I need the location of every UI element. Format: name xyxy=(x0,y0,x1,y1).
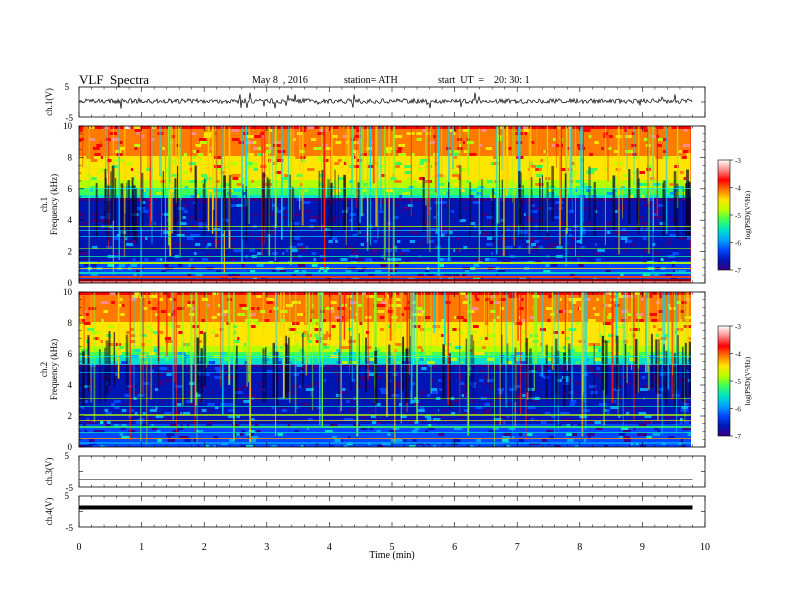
ch1-spectrogram-colorbar xyxy=(717,159,731,271)
ch1-waveform-trace xyxy=(78,92,693,109)
ch3-waveform-ylabel: ch.3(V) xyxy=(44,458,54,486)
ch3-waveform-ytick-top: 5 xyxy=(65,451,70,461)
ch2-spectrogram-ytick-8: 8 xyxy=(68,318,73,328)
ch2-spectrogram-colorbar-tick--3: -3 xyxy=(735,323,741,331)
ch1-spectrogram-colorbar-label: log(PSD)(V²/Hz) xyxy=(744,190,752,239)
ch1-spectrogram-colorbar-tick--7: -7 xyxy=(735,267,741,275)
ch2-spectrogram-ylabel: Frequency (kHz) xyxy=(49,339,59,400)
xtick-3: 3 xyxy=(264,542,269,553)
ch4-waveform-ytick-bottom: -5 xyxy=(66,523,74,533)
ch2-spectrogram-ytick-2: 2 xyxy=(68,411,73,421)
xtick-7: 7 xyxy=(515,542,520,553)
ch2-spectrogram-colorbar-tick--4: -4 xyxy=(735,351,741,359)
ch1-spectrogram-ytick-2: 2 xyxy=(68,247,73,257)
xtick-10: 10 xyxy=(700,542,710,553)
ch1-waveform-ytick-top: 5 xyxy=(65,82,70,92)
xtick-5: 5 xyxy=(390,542,395,553)
ch1-spectrogram-ytick-4: 4 xyxy=(68,215,73,225)
ch3-waveform-ytick-bottom: -5 xyxy=(66,483,74,493)
ch2-spectrogram-ytick-10: 10 xyxy=(63,287,73,297)
xtick-2: 2 xyxy=(202,542,207,553)
ch1-spectrogram-image xyxy=(79,126,691,283)
ch2-spectrogram-image xyxy=(79,292,691,447)
ch2-spectrogram-colorbar xyxy=(717,325,731,437)
ch1-spectrogram-channel-label: ch.1 xyxy=(39,197,49,212)
ch2-spectrogram-colorbar-tick--5: -5 xyxy=(735,378,741,386)
ch1-spectrogram-colorbar-tick--3: -3 xyxy=(735,157,741,165)
ch2-spectrogram-colorbar-tick--6: -6 xyxy=(735,406,741,414)
header-station: station= ATH xyxy=(344,75,398,86)
header-date: May 8 , 2016 xyxy=(252,75,308,86)
ch1-spectrogram-ytick-0: 0 xyxy=(68,278,73,288)
ch4-waveform-ylabel: ch.4(V) xyxy=(44,498,54,526)
ch1-spectrogram-ytick-6: 6 xyxy=(68,184,73,194)
ch1-spectrogram-colorbar-tick--4: -4 xyxy=(735,185,741,193)
xaxis-label: Time (min) xyxy=(369,550,414,561)
xtick-9: 9 xyxy=(640,542,645,553)
xtick-1: 1 xyxy=(139,542,144,553)
ch1-spectrogram-ylabel: Frequency (kHz) xyxy=(49,174,59,235)
ch1-waveform-ytick-bottom: -5 xyxy=(66,113,74,123)
ch1-spectrogram-colorbar-tick--5: -5 xyxy=(735,212,741,220)
ch1-spectrogram-colorbar-tick--6: -6 xyxy=(735,240,741,248)
xtick-0: 0 xyxy=(77,542,82,553)
xtick-4: 4 xyxy=(327,542,332,553)
header-start-time: start UT = 20: 30: 1 xyxy=(438,75,530,86)
ch2-spectrogram-colorbar-label: log(PSD)(V²/Hz) xyxy=(744,356,752,405)
ch2-spectrogram-ytick-6: 6 xyxy=(68,349,73,359)
ch1-spectrogram-ytick-10: 10 xyxy=(63,121,73,131)
plot-title: VLF Spectra xyxy=(79,72,150,87)
xtick-6: 6 xyxy=(452,542,457,553)
ch2-spectrogram-channel-label: ch.2 xyxy=(39,362,49,377)
ch2-spectrogram-ytick-0: 0 xyxy=(68,442,73,452)
ch2-spectrogram-colorbar-tick--7: -7 xyxy=(735,433,741,441)
ch1-spectrogram-ytick-8: 8 xyxy=(68,152,73,162)
ch2-spectrogram-ytick-4: 4 xyxy=(68,380,73,390)
ch4-waveform-ytick-top: 5 xyxy=(65,491,70,501)
ch1-waveform-ylabel: ch.1(V) xyxy=(44,88,54,116)
xtick-8: 8 xyxy=(577,542,582,553)
